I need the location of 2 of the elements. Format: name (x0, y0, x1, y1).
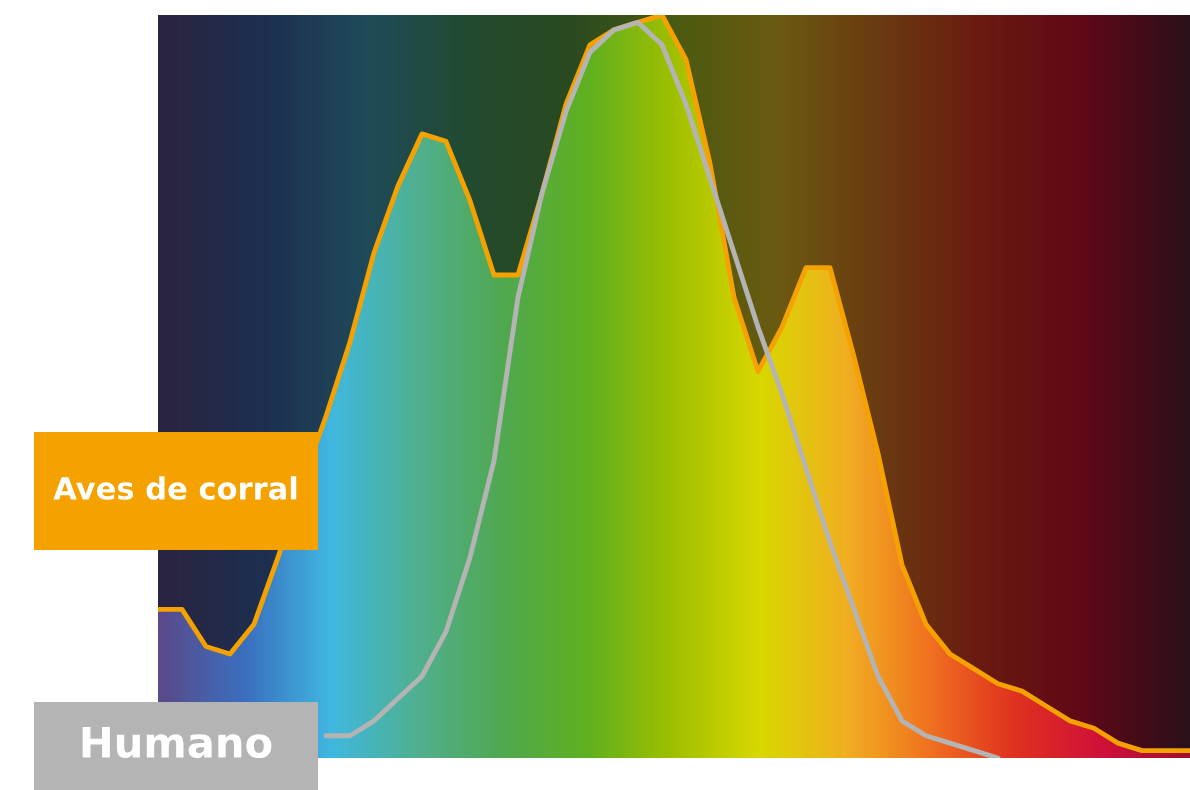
series-label: Aves de corral (53, 476, 297, 500)
series-label: Humano (82, 727, 272, 759)
